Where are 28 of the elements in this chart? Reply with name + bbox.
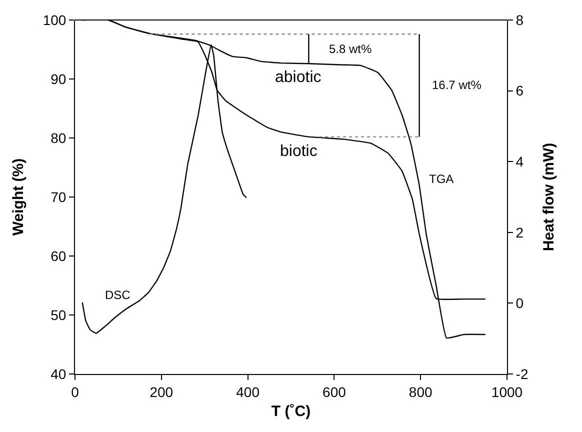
y2-tick-label: 6 — [516, 82, 524, 99]
annotation: biotic — [280, 143, 318, 160]
x-tick-label: 600 — [322, 384, 346, 400]
y2-tick-label: 4 — [516, 154, 524, 170]
y-axis-title: Weight (%) — [10, 158, 28, 236]
y-tick-label: 60 — [50, 248, 66, 264]
x-tick-label: 400 — [236, 384, 260, 400]
y-tick-label: 100 — [42, 12, 66, 28]
x-tick-label: 1000 — [491, 384, 523, 400]
y-tick-label: 70 — [50, 188, 66, 205]
y2-tick-label: 8 — [516, 12, 524, 28]
annotation: DSC — [105, 288, 131, 302]
y-tick-label: 80 — [50, 130, 66, 146]
annotation: abiotic — [275, 69, 322, 86]
x-tick-label: 0 — [71, 384, 80, 400]
y-tick-label: 50 — [50, 306, 66, 323]
annotation: TGA — [429, 172, 454, 186]
annotation: 5.8 wt% — [329, 42, 372, 56]
x-axis-title: T (˚C) — [271, 402, 311, 420]
y-tick-label: 40 — [50, 366, 66, 382]
x-tick-label: 200 — [150, 384, 174, 400]
y2-axis-title: Heat flow (mW) — [540, 142, 558, 252]
x-tick-label: 800 — [408, 384, 432, 400]
y2-tick-label: -2 — [516, 366, 528, 382]
y2-tick-label: 2 — [516, 224, 524, 240]
y-tick-label: 90 — [50, 70, 66, 87]
annotation: 16.7 wt% — [432, 78, 482, 92]
y2-tick-label: 0 — [516, 295, 524, 312]
